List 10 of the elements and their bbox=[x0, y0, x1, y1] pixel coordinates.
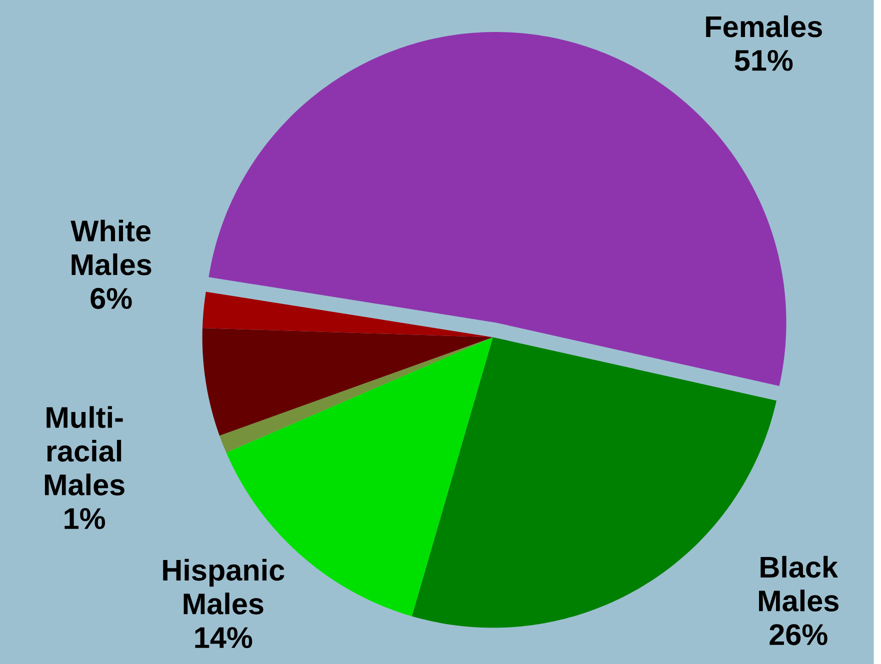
slice-label: Black Males bbox=[759, 556, 838, 612]
slice-label: Females bbox=[706, 15, 822, 38]
slice-label: Multi-racial Males bbox=[44, 406, 124, 496]
data-label: 26% bbox=[770, 624, 828, 645]
data-label: 14% bbox=[195, 626, 252, 648]
slice-label: Hispanic Males bbox=[163, 558, 284, 614]
slice-label: White Males bbox=[70, 219, 152, 276]
data-label: 51% bbox=[734, 50, 793, 71]
data-label: 6% bbox=[90, 288, 132, 309]
data-label: 1% bbox=[64, 508, 106, 529]
